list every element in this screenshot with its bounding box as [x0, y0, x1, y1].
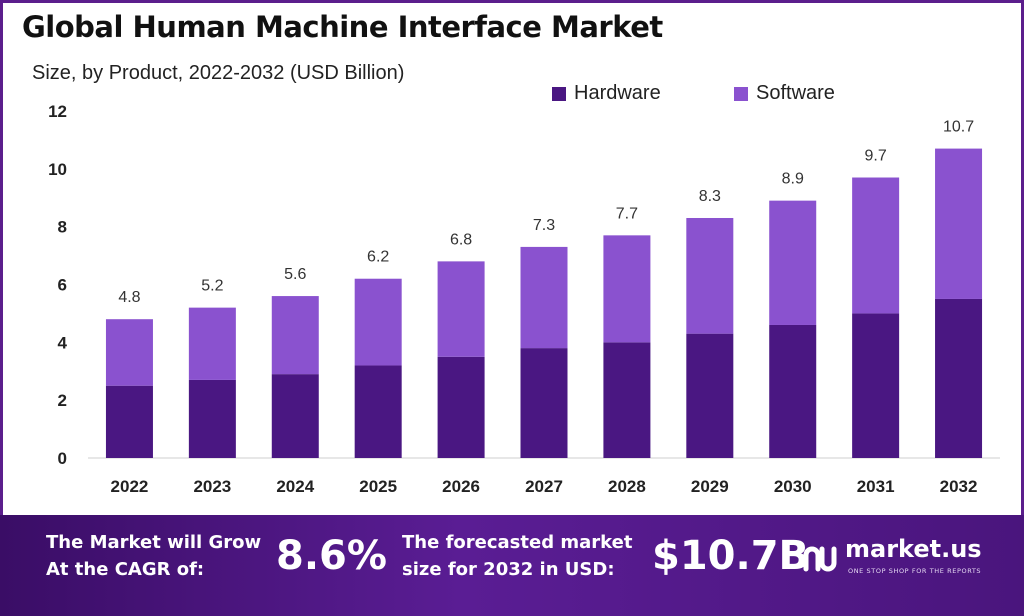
bar-hardware-2023 — [188, 379, 236, 458]
y-tick-label: 12 — [48, 102, 67, 121]
data-label-total-2032: 10.7 — [943, 119, 974, 136]
bar-software-2030 — [769, 200, 817, 325]
bar-software-2031 — [852, 177, 900, 314]
bar-hardware-2027 — [520, 348, 568, 458]
bar-hardware-2032 — [935, 298, 983, 458]
data-label-total-2027: 7.3 — [533, 217, 555, 234]
bar-software-2029 — [686, 217, 734, 334]
data-label-total-2031: 9.7 — [865, 148, 887, 165]
data-label-total-2025: 6.2 — [367, 249, 389, 266]
data-label-total-2028: 7.7 — [616, 205, 638, 222]
y-tick-label: 8 — [58, 218, 67, 237]
data-label-total-2030: 8.9 — [782, 171, 804, 188]
forecast-value: $10.7B — [652, 533, 810, 579]
bar-hardware-2030 — [769, 324, 817, 458]
bar-hardware-2031 — [852, 313, 900, 458]
x-tick-label-2026: 2026 — [442, 477, 480, 496]
x-tick-label-2027: 2027 — [525, 477, 563, 496]
x-tick-label-2025: 2025 — [359, 477, 397, 496]
data-label-total-2026: 6.8 — [450, 231, 472, 248]
bar-software-2023 — [188, 307, 236, 380]
data-label-total-2029: 8.3 — [699, 188, 721, 205]
legend-item-software: Software — [734, 82, 835, 105]
bar-software-2025 — [354, 278, 402, 366]
legend-item-hardware: Hardware — [552, 82, 661, 105]
brand-tagline: ONE STOP SHOP FOR THE REPORTS — [848, 567, 982, 575]
bar-software-2028 — [603, 235, 651, 343]
y-tick-label: 0 — [58, 449, 67, 468]
x-tick-label-2030: 2030 — [774, 477, 812, 496]
x-tick-label-2024: 2024 — [276, 477, 314, 496]
bar-hardware-2029 — [686, 333, 734, 458]
data-label-total-2024: 5.6 — [284, 266, 306, 283]
chart-subtitle: Size, by Product, 2022-2032 (USD Billion… — [32, 62, 405, 84]
summary-banner: The Market will Grow At the CAGR of: 8.6… — [0, 515, 1024, 616]
cagr-text-line1: The Market will Grow — [46, 532, 262, 553]
bar-hardware-2022 — [105, 385, 153, 458]
bar-software-2026 — [437, 261, 485, 357]
y-tick-label: 10 — [48, 160, 67, 179]
data-label-total-2022: 4.8 — [118, 289, 140, 306]
forecast-text-line2: size for 2032 in USD: — [402, 559, 615, 580]
forecast-text-line1: The forecasted market — [402, 532, 633, 553]
legend-label-hardware: Hardware — [574, 82, 661, 104]
x-tick-label-2028: 2028 — [608, 477, 646, 496]
bar-hardware-2028 — [603, 342, 651, 458]
bar-hardware-2026 — [437, 356, 485, 458]
x-tick-label-2029: 2029 — [691, 477, 729, 496]
bar-software-2024 — [271, 296, 319, 375]
x-tick-label-2032: 2032 — [940, 477, 978, 496]
legend-swatch-software — [734, 86, 748, 101]
x-tick-label-2023: 2023 — [193, 477, 231, 496]
y-tick-label: 4 — [58, 333, 68, 352]
bar-hardware-2024 — [271, 374, 319, 458]
data-label-total-2023: 5.2 — [201, 278, 223, 295]
bar-software-2032 — [935, 148, 983, 299]
bar-hardware-2025 — [354, 365, 402, 458]
legend-label-software: Software — [756, 82, 835, 104]
cagr-value: 8.6% — [276, 533, 387, 579]
brand-name: market.us — [845, 535, 982, 563]
market-us-logo-icon — [803, 546, 837, 572]
x-tick-label-2031: 2031 — [857, 477, 895, 496]
y-tick-label: 6 — [58, 276, 67, 295]
cagr-text-line2: At the CAGR of: — [46, 559, 205, 580]
bar-chart: 0 2 4 6 8 10 12 4.8 2022 5.2 2023 5.6 2024 6.2 2025 6.8… — [48, 102, 1000, 496]
cagr-text: The Market will Grow At the CAGR of: — [46, 529, 261, 583]
bar-software-2022 — [105, 319, 153, 386]
chart-title: Global Human Machine Interface Market — [22, 10, 663, 44]
forecast-text: The forecasted market size for 2032 in U… — [402, 529, 632, 583]
legend-swatch-hardware — [552, 86, 566, 101]
x-tick-label-2022: 2022 — [111, 477, 149, 496]
bar-software-2027 — [520, 246, 568, 349]
y-tick-label: 2 — [58, 391, 67, 410]
